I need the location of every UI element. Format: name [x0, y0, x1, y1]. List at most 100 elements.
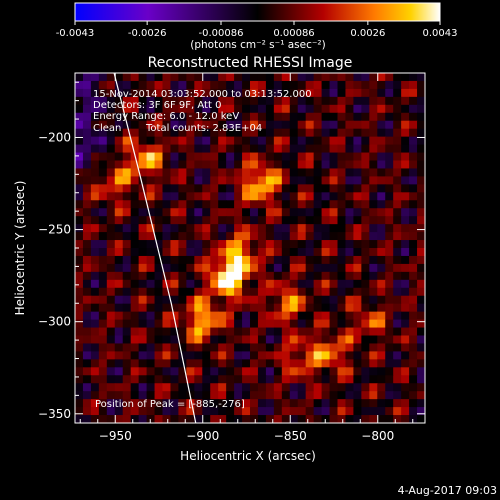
heatmap-cell — [218, 391, 227, 400]
heatmap-cell — [305, 80, 315, 90]
heatmap-cell — [170, 351, 179, 360]
heatmap-cell — [234, 144, 243, 154]
heatmap-cell — [257, 104, 267, 114]
heatmap-cell — [401, 399, 410, 408]
heatmap-cell — [162, 375, 172, 384]
heatmap-cell — [417, 287, 425, 297]
heatmap-cell — [218, 192, 227, 201]
heatmap-cell — [297, 136, 307, 146]
heatmap-cell — [329, 279, 339, 289]
heatmap-cell — [385, 399, 394, 408]
heatmap-cell — [162, 263, 172, 273]
heatmap-cell — [154, 192, 164, 201]
heatmap-cell — [369, 216, 378, 225]
heatmap-cell — [361, 255, 370, 265]
heatmap-cell — [75, 88, 84, 98]
heatmap-cell — [385, 200, 394, 209]
heatmap-cell — [106, 383, 116, 392]
heatmap-cell — [250, 415, 259, 423]
heatmap-cell — [361, 232, 370, 241]
heatmap-cell — [393, 112, 402, 122]
heatmap-cell — [98, 96, 108, 106]
heatmap-cell — [250, 303, 259, 313]
heatmap-cell — [281, 120, 291, 130]
heatmap-cell — [202, 128, 211, 138]
heatmap-cell — [289, 208, 299, 217]
heatmap-cell — [178, 248, 187, 257]
heatmap-cell — [75, 200, 84, 209]
heatmap-cell — [289, 311, 299, 321]
heatmap-cell — [90, 391, 100, 400]
heatmap-cell — [218, 88, 227, 98]
heatmap-cell — [90, 80, 100, 90]
heatmap-cell — [273, 88, 283, 98]
heatmap-cell — [313, 319, 323, 329]
heatmap-cell — [289, 176, 299, 185]
heatmap-cell — [250, 168, 259, 177]
heatmap-cell — [186, 192, 195, 201]
heatmap-cell — [162, 176, 172, 185]
heatmap-cell — [313, 240, 323, 249]
colorbar: -0.0043 -0.0026 -0.00086 0.00086 0.0026 0.004… — [56, 2, 458, 51]
heatmap-cell — [98, 407, 108, 416]
heatmap-cell — [329, 407, 339, 416]
heatmap-cell — [265, 359, 275, 368]
heatmap-cell — [82, 399, 92, 408]
heatmap-cell — [281, 232, 291, 241]
heatmap-cell — [345, 192, 354, 201]
heatmap-cell — [98, 311, 108, 321]
heatmap-cell — [273, 295, 283, 305]
heatmap-cell — [242, 200, 251, 209]
heatmap-cell — [154, 407, 164, 416]
chart-title: Reconstructed RHESSI Image — [148, 55, 353, 71]
heatmap-cell — [186, 303, 195, 313]
heatmap-cell — [154, 232, 164, 241]
heatmap-cell — [337, 263, 347, 273]
heatmap-cell — [409, 391, 418, 400]
heatmap-cell — [265, 136, 275, 146]
heatmap-cell — [178, 232, 187, 241]
heatmap-cell — [273, 415, 283, 423]
heatmap-cell — [98, 88, 108, 98]
heatmap-cell — [417, 343, 425, 352]
heatmap-cell — [329, 311, 339, 321]
heatmap-cell — [257, 343, 267, 352]
heatmap-cell — [409, 128, 418, 138]
heatmap-cell — [90, 144, 100, 154]
heatmap-cell — [321, 248, 331, 257]
heatmap-cell — [393, 359, 402, 368]
heatmap-cell — [297, 279, 307, 289]
heatmap-cell — [281, 383, 291, 392]
heatmap-cell — [377, 240, 386, 249]
heatmap-cell — [353, 367, 362, 376]
heatmap-cell — [170, 144, 179, 154]
annotation-detectors: Detectors: 3F 6F 9F, Att 0 — [93, 100, 221, 111]
heatmap-cell — [361, 295, 370, 305]
heatmap-cell — [114, 375, 124, 384]
heatmap-cell — [218, 295, 227, 305]
heatmap-cell — [353, 184, 362, 193]
heatmap-cell — [106, 407, 116, 416]
heatmap-cell — [257, 383, 267, 392]
heatmap-cell — [218, 216, 227, 225]
heatmap-cell — [305, 303, 315, 313]
heatmap-cell — [337, 295, 347, 305]
heatmap-cell — [329, 415, 339, 423]
heatmap-cell — [138, 351, 148, 360]
heatmap-cell — [289, 168, 299, 177]
heatmap-cell — [194, 263, 203, 273]
heatmap-cell — [417, 176, 425, 185]
heatmap-cell — [90, 383, 100, 392]
heatmap-cell — [313, 391, 323, 400]
heatmap-cell — [257, 144, 267, 154]
heatmap-cell — [393, 136, 402, 146]
heatmap-cell — [234, 351, 243, 360]
heatmap-cell — [281, 359, 291, 368]
heatmap-cell — [154, 88, 164, 98]
heatmap-cell — [321, 375, 331, 384]
heatmap-cell — [178, 168, 187, 177]
heatmap-cell — [146, 144, 156, 154]
heatmap-cell — [210, 144, 219, 154]
heatmap-cell — [122, 311, 132, 321]
heatmap-cell — [409, 216, 418, 225]
